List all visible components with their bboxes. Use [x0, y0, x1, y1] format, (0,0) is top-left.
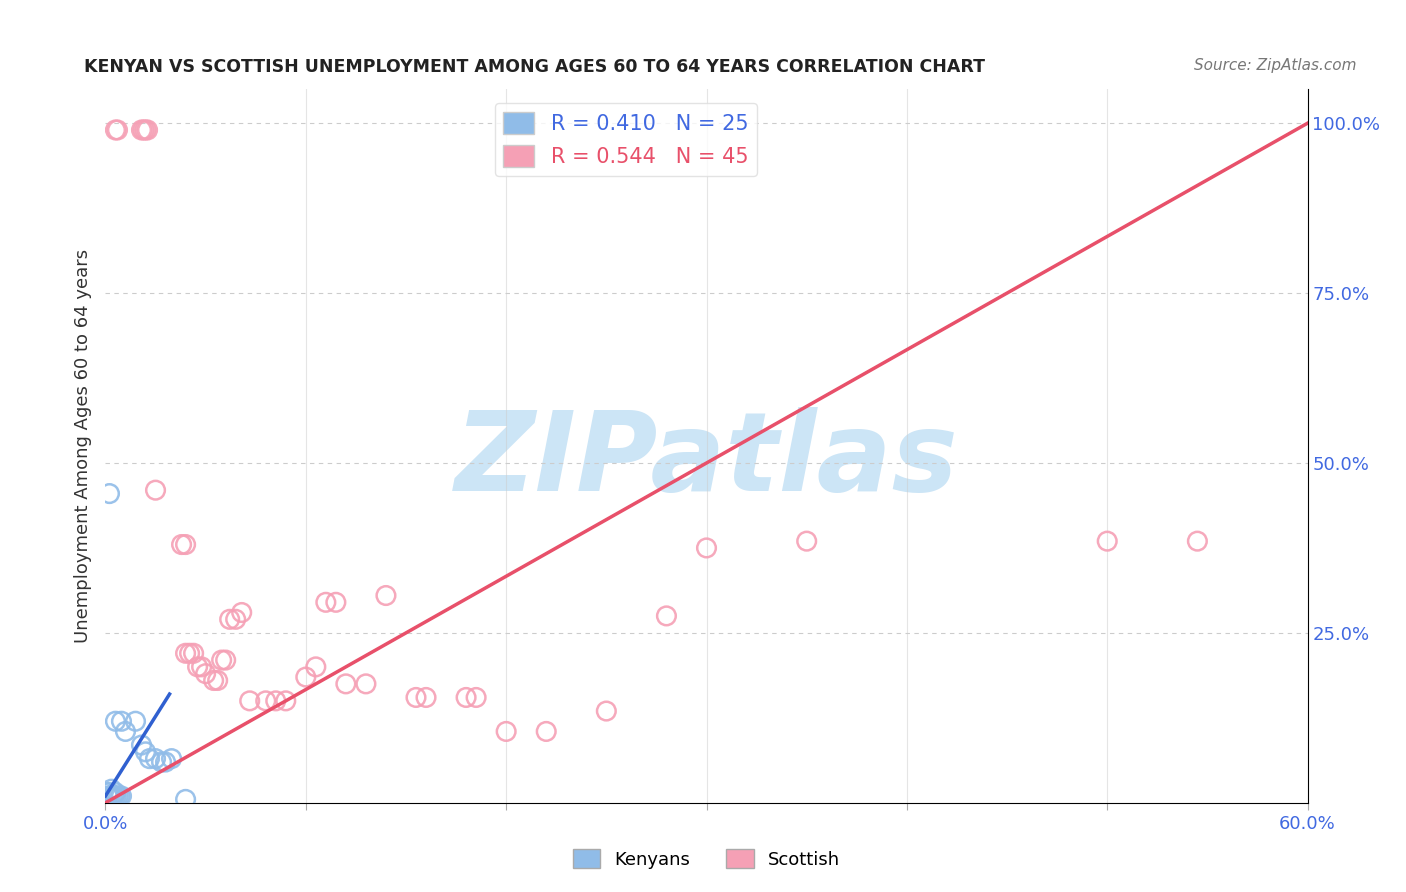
- Point: [315, 595, 337, 609]
- Point: [135, 123, 157, 137]
- Point: [145, 483, 167, 498]
- Point: [104, 789, 127, 803]
- Point: [170, 537, 193, 551]
- Point: [190, 660, 212, 674]
- Point: [104, 123, 127, 137]
- Point: [1097, 534, 1119, 549]
- Point: [103, 789, 125, 803]
- Point: [174, 792, 197, 806]
- Point: [495, 724, 517, 739]
- Point: [100, 789, 122, 803]
- Point: [231, 606, 253, 620]
- Point: [96, 789, 118, 803]
- Point: [174, 537, 197, 551]
- Point: [465, 690, 488, 705]
- Point: [96, 786, 118, 800]
- Point: [264, 694, 287, 708]
- Point: [183, 646, 205, 660]
- Point: [405, 690, 427, 705]
- Point: [108, 789, 131, 803]
- Text: KENYAN VS SCOTTISH UNEMPLOYMENT AMONG AGES 60 TO 64 YEARS CORRELATION CHART: KENYAN VS SCOTTISH UNEMPLOYMENT AMONG AG…: [84, 58, 986, 76]
- Point: [225, 612, 247, 626]
- Point: [98, 486, 121, 500]
- Point: [696, 541, 718, 555]
- Point: [107, 789, 129, 803]
- Text: ZIPatlas: ZIPatlas: [454, 407, 959, 514]
- Point: [211, 653, 233, 667]
- Point: [124, 714, 146, 729]
- Point: [114, 724, 136, 739]
- Point: [145, 751, 167, 765]
- Point: [239, 694, 262, 708]
- Point: [110, 789, 132, 803]
- Point: [218, 612, 240, 626]
- Point: [1187, 534, 1209, 549]
- Point: [274, 694, 297, 708]
- Point: [107, 123, 129, 137]
- Point: [202, 673, 225, 688]
- Y-axis label: Unemployment Among Ages 60 to 64 years: Unemployment Among Ages 60 to 64 years: [73, 249, 91, 643]
- Point: [374, 589, 398, 603]
- Point: [454, 690, 477, 705]
- Point: [534, 724, 557, 739]
- Point: [415, 690, 437, 705]
- Point: [207, 673, 229, 688]
- Point: [160, 751, 183, 765]
- Point: [104, 786, 127, 800]
- Point: [174, 646, 197, 660]
- Point: [325, 595, 347, 609]
- Point: [179, 646, 201, 660]
- Point: [254, 694, 277, 708]
- Point: [135, 745, 157, 759]
- Point: [138, 751, 160, 765]
- Point: [131, 738, 153, 752]
- Point: [131, 123, 153, 137]
- Point: [98, 789, 121, 803]
- Point: [335, 677, 357, 691]
- Point: [595, 704, 617, 718]
- Point: [194, 666, 217, 681]
- Point: [104, 714, 127, 729]
- Point: [136, 123, 159, 137]
- Point: [655, 608, 678, 623]
- Point: [155, 755, 177, 769]
- Point: [187, 660, 209, 674]
- Point: [110, 714, 132, 729]
- Point: [100, 782, 122, 797]
- Point: [295, 670, 318, 684]
- Point: [98, 786, 121, 800]
- Point: [305, 660, 328, 674]
- Text: Source: ZipAtlas.com: Source: ZipAtlas.com: [1194, 58, 1357, 73]
- Point: [214, 653, 236, 667]
- Point: [796, 534, 818, 549]
- Point: [150, 755, 173, 769]
- Point: [132, 123, 155, 137]
- Point: [354, 677, 377, 691]
- Legend: R = 0.410   N = 25, R = 0.544   N = 45: R = 0.410 N = 25, R = 0.544 N = 45: [495, 103, 756, 176]
